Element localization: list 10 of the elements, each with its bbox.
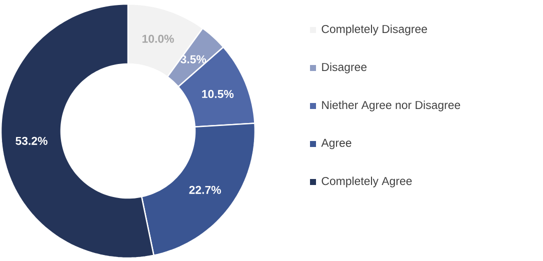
legend-label: Agree [321, 138, 352, 150]
legend-label: Completely Disagree [322, 24, 427, 36]
data-label: 10.0% [142, 34, 174, 43]
data-label: 3.5% [180, 55, 206, 64]
legend-label: Completely Agree [322, 176, 412, 188]
data-label: 53.2% [16, 136, 48, 145]
legend-label: Disagree [322, 62, 367, 74]
data-label: 10.5% [202, 90, 234, 98]
legend-label: Niether Agree nor Disagree [322, 100, 460, 112]
data-label: 22.7% [189, 186, 221, 194]
